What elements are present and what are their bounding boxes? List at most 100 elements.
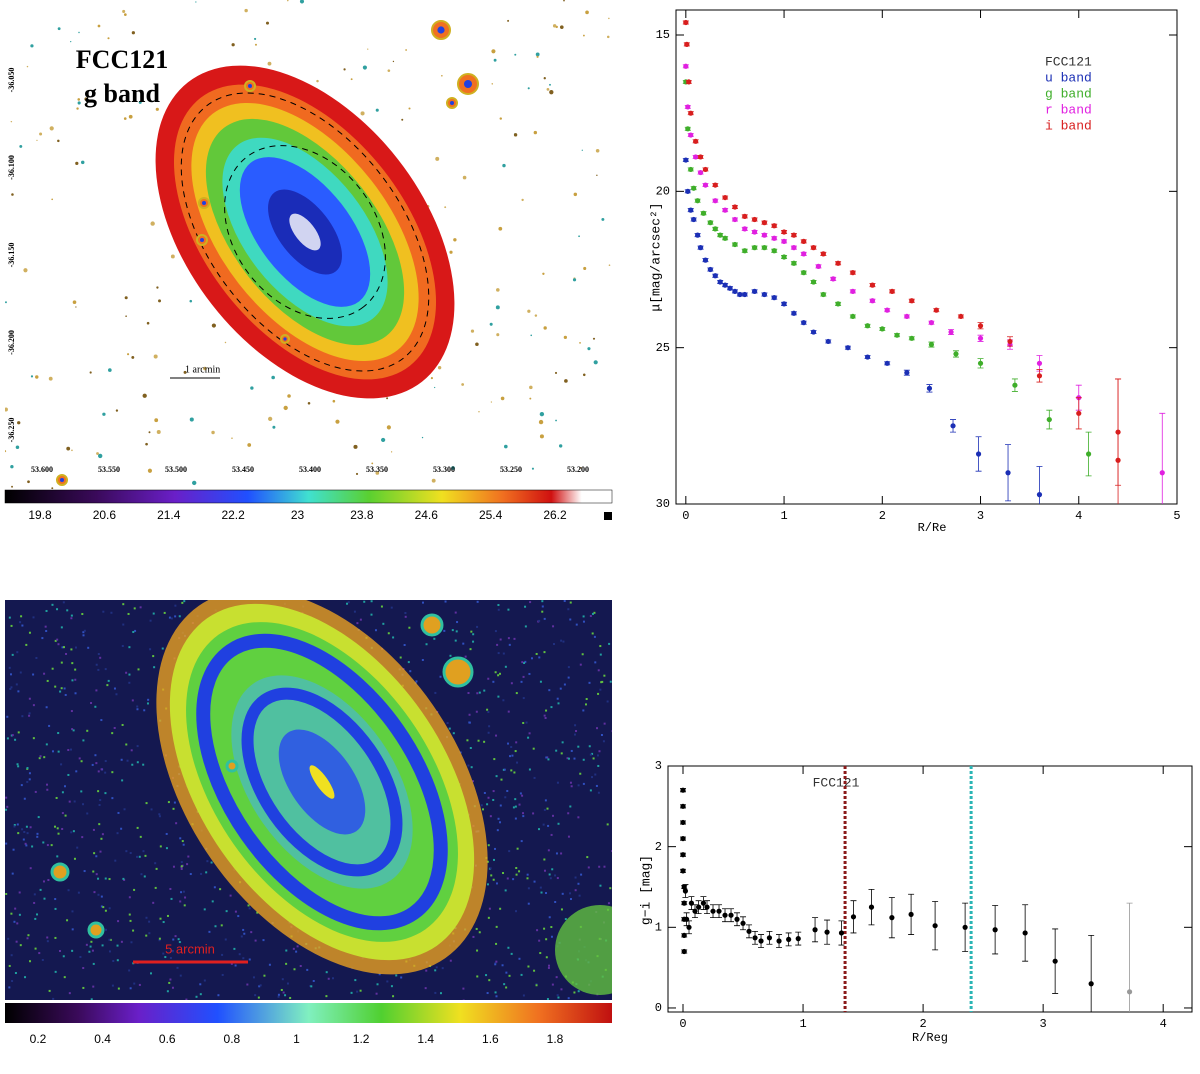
noise [524,625,527,628]
noise [19,944,22,947]
star [371,462,374,465]
data-point [722,235,728,241]
data-point [681,932,687,938]
data-point [1085,451,1092,457]
data-point [845,345,851,351]
noise [91,763,94,766]
noise [601,680,604,683]
noise [128,646,131,649]
noise [370,613,373,616]
data-point [681,900,687,906]
noise [582,615,585,618]
noise [495,960,498,963]
noise [536,929,539,932]
noise [408,626,411,629]
noise [37,816,40,819]
noise [556,697,559,700]
noise [312,979,315,982]
data-point [1126,989,1133,995]
noise [45,706,48,709]
noise [71,910,74,913]
data-point [695,232,701,238]
noise [569,898,572,901]
data-point [909,335,915,341]
noise [101,833,104,836]
star [500,396,505,401]
noise [259,984,262,987]
noise [162,952,165,955]
colorbar-tick-label: 26.2 [543,508,567,522]
star [268,416,273,422]
noise [61,812,64,815]
noise [214,925,217,928]
data-point [953,351,959,357]
noise [23,797,26,800]
y-tick-label: 1 [655,920,662,934]
noise [518,870,521,873]
noise [187,855,190,858]
noise [29,826,32,829]
noise [62,955,65,958]
data-point [702,257,709,263]
noise [100,837,103,840]
noise [528,672,531,675]
source [420,613,444,637]
noise [506,789,509,792]
star [96,452,99,455]
noise [356,622,359,625]
star [39,132,43,136]
noise [569,618,572,621]
ra-label: 53.350 [366,465,388,474]
noise [108,878,111,881]
data-point [742,291,748,298]
noise [262,939,265,942]
noise [489,867,492,870]
noise [161,647,164,650]
data-point [771,223,777,229]
star [555,419,557,422]
noise [359,989,362,992]
noise [99,850,102,853]
colorbar-tick-label: 24.6 [415,508,439,522]
noise [545,709,548,712]
data-point [1022,930,1028,936]
noise [97,770,100,773]
star [496,288,500,292]
noise [8,616,11,619]
noise [480,804,483,807]
noise [277,995,280,998]
noise [504,665,507,668]
data-point [737,291,743,298]
noise [81,836,84,839]
noise [497,817,500,820]
star [441,74,443,77]
star [27,480,30,484]
noise [514,817,517,820]
noise [609,887,612,890]
noise [548,873,551,876]
noise [469,747,472,750]
noise [80,790,83,793]
star [559,25,564,29]
noise [254,939,257,942]
data-point [1115,429,1121,435]
noise [585,698,588,701]
noise [225,910,228,913]
noise [45,630,48,633]
noise [285,962,288,965]
noise [570,749,573,752]
noise [522,675,525,678]
data-point [835,301,841,307]
noise [470,630,473,633]
data-point [697,169,704,176]
noise [171,986,174,989]
image-title: FCC121 [76,45,168,74]
noise [143,875,146,878]
noise [57,832,60,835]
noise [589,789,592,792]
noise [487,844,490,847]
noise [97,877,100,880]
noise [522,815,525,818]
colorbar-tick-label: 0.4 [94,1032,111,1046]
noise [600,733,603,736]
